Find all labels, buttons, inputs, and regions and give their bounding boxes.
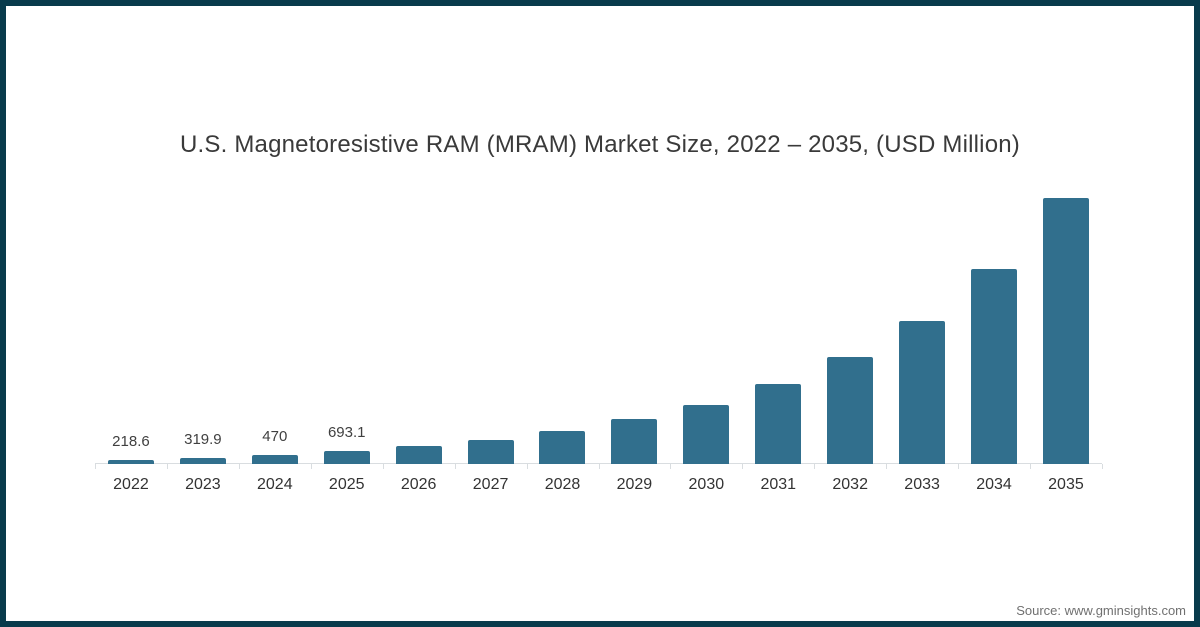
x-axis-tick-label-2032: 2032: [832, 476, 868, 493]
bar-2035: [1042, 198, 1089, 464]
bar-2023: [179, 458, 226, 464]
x-axis-tick-label-2033: 2033: [904, 476, 940, 493]
bar-2032: [827, 357, 874, 464]
axis-tick: [238, 464, 240, 469]
plot-area: 218.6 319.9 470 693.1: [95, 194, 1103, 469]
bar-2028: [539, 431, 586, 464]
axis-tick: [670, 464, 672, 469]
chart-title: U.S. Magnetoresistive RAM (MRAM) Market …: [180, 131, 1020, 158]
bar-2030: [683, 405, 730, 464]
axis-tick: [742, 464, 744, 469]
bar-2029: [611, 419, 658, 464]
bar-2033: [899, 321, 946, 464]
axis-tick: [454, 464, 456, 469]
x-axis-tick-label-2024: 2024: [257, 476, 293, 493]
bar-2025: [323, 451, 370, 464]
x-axis-tick-label-2025: 2025: [328, 476, 365, 493]
axis-tick: [1102, 464, 1103, 469]
x-axis-tick-label-2034: 2034: [976, 476, 1012, 493]
x-axis-tick-label-2031: 2031: [760, 476, 797, 493]
bar-slot-2025: 693.1: [311, 194, 383, 464]
bar-slot-2031: [742, 194, 814, 464]
x-axis-tick-label-2029: 2029: [616, 476, 653, 493]
bar-slot-2026: [383, 194, 455, 464]
bar-slot-2032: [814, 194, 886, 464]
axis-tick: [886, 464, 888, 469]
axis-tick: [95, 464, 96, 469]
bar-2024: [251, 455, 298, 464]
x-axis-tick-label-2022: 2022: [113, 476, 149, 493]
bar-slot-2034: [958, 194, 1030, 464]
axis-tick: [958, 464, 960, 469]
x-axis-labels: 2022 2023 2024 2025 2026 2027 2028 2029 2030 2031…: [95, 476, 1102, 494]
x-axis-tick-label-2027: 2027: [472, 476, 509, 493]
axis-tick: [382, 464, 384, 469]
x-axis-tick-label-2035: 2035: [1048, 476, 1084, 493]
bar-value-label-2024: 470: [262, 428, 288, 445]
bar-slot-2033: [886, 194, 958, 464]
bar-2034: [971, 269, 1018, 464]
axis-tick: [1030, 464, 1032, 469]
axis-tick: [310, 464, 312, 469]
bar-slot-2023: 319.9: [167, 194, 239, 464]
axis-tick: [166, 464, 168, 469]
bar-2022: [107, 460, 154, 464]
bar-slot-2024: 470: [239, 194, 311, 464]
x-axis-tick-label-2023: 2023: [185, 476, 221, 493]
axis-tick: [598, 464, 600, 469]
x-axis-line: [95, 463, 1102, 464]
x-axis-tick-label-2026: 2026: [400, 476, 437, 493]
bar-slot-2022: 218.6: [95, 194, 167, 464]
x-axis-tick-label-2030: 2030: [688, 476, 725, 493]
source-text: Source: www.gminsights.com: [1016, 603, 1186, 618]
bar-slot-2035: [1030, 194, 1102, 464]
axis-tick: [526, 464, 528, 469]
bar-2026: [395, 446, 442, 464]
bar-slot-2028: [527, 194, 599, 464]
bar-value-label-2025: 693.1: [327, 424, 366, 441]
bar-2031: [755, 384, 802, 464]
bar-2027: [467, 440, 514, 464]
axis-tick: [814, 464, 816, 469]
bar-value-label-2023: 319.9: [184, 431, 222, 448]
bar-slot-2029: [598, 194, 670, 464]
bar-slot-2030: [670, 194, 742, 464]
bar-value-label-2022: 218.6: [112, 433, 150, 450]
x-axis-tick-label-2028: 2028: [544, 476, 581, 493]
bar-slot-2027: [455, 194, 527, 464]
